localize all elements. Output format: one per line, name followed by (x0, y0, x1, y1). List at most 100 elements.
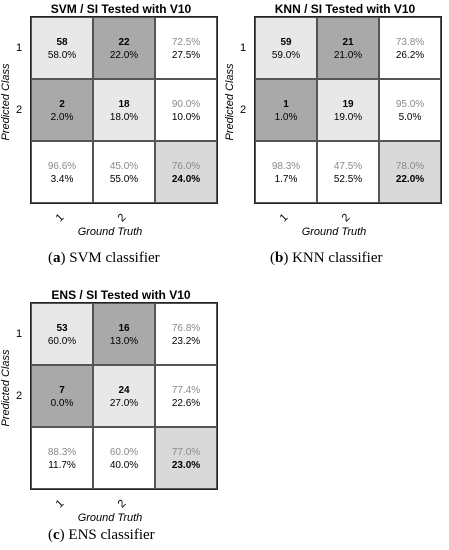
column-summary-cell-primary: 47.5% (333, 161, 363, 172)
matrix-cell: 1 1.0% (255, 79, 317, 141)
x-tick-label: 1 (277, 211, 291, 225)
column-summary-cell: 96.6% 3.4% (31, 141, 93, 203)
figure-caption: (a) SVM classifier (48, 250, 160, 266)
row-summary-cell-secondary: 22.6% (171, 398, 201, 409)
overall-accuracy-cell-primary: 77.0% (171, 447, 201, 458)
column-summary-cell-secondary: 11.7% (48, 460, 76, 471)
overall-accuracy-cell: 77.0% 23.0% (155, 427, 217, 489)
matrix-cell-primary: 58 (56, 37, 68, 48)
x-tick-label: 2 (115, 211, 129, 225)
x-axis-label: Ground Truth (301, 226, 367, 238)
matrix-cell-secondary: 1.0% (274, 112, 298, 123)
matrix-cell-primary: 21 (342, 37, 354, 48)
matrix-cell: 18 18.0% (93, 79, 155, 141)
row-summary-cell: 76.8% 23.2% (155, 303, 217, 365)
matrix-cell: 2 2.0% (31, 79, 93, 141)
chart-title: KNN / SI Tested with V10 (274, 2, 416, 16)
confusion-matrix: 58 58.0% 22 22.0% 72.5% 27.5% 2 2.0% 18 18.0% 90.0… (30, 16, 218, 204)
matrix-cell: 24 27.0% (93, 365, 155, 427)
row-summary-cell-primary: 95.0% (395, 99, 425, 110)
y-tick-label: 2 (240, 104, 247, 116)
row-summary-cell-secondary: 23.2% (171, 336, 201, 347)
column-summary-cell-primary: 45.0% (109, 161, 139, 172)
overall-accuracy-cell-secondary: 24.0% (171, 174, 201, 185)
column-summary-cell: 45.0% 55.0% (93, 141, 155, 203)
matrix-cell-primary: 19 (342, 99, 354, 110)
row-summary-cell-primary: 77.4% (171, 385, 201, 396)
column-summary-cell-primary: 88.3% (47, 447, 77, 458)
column-summary-cell: 98.3% 1.7% (255, 141, 317, 203)
matrix-cell-primary: 24 (118, 385, 130, 396)
caption-letter: b (275, 250, 284, 266)
column-summary-cell-primary: 96.6% (47, 161, 77, 172)
matrix-cell-secondary: 19.0% (333, 112, 363, 123)
column-summary-cell: 47.5% 52.5% (317, 141, 379, 203)
y-tick-label: 2 (16, 104, 23, 116)
x-tick-label: 1 (53, 497, 67, 511)
matrix-cell: 16 13.0% (93, 303, 155, 365)
y-tick-label: 1 (16, 328, 23, 340)
matrix-cell: 22 22.0% (93, 17, 155, 79)
overall-accuracy-cell-secondary: 22.0% (395, 174, 425, 185)
overall-accuracy-cell-secondary: 23.0% (171, 460, 201, 471)
matrix-cell-secondary: 21.0% (333, 50, 363, 61)
row-summary-cell-secondary: 5.0% (398, 112, 422, 123)
matrix-cell-secondary: 59.0% (271, 50, 301, 61)
matrix-cell-secondary: 22.0% (109, 50, 139, 61)
overall-accuracy-cell: 76.0% 24.0% (155, 141, 217, 203)
row-summary-cell-primary: 90.0% (171, 99, 201, 110)
confusion-matrix: 53 60.0% 16 13.0% 76.8% 23.2% 7 0.0% 24 27.0% 77.4… (30, 302, 218, 490)
y-tick-label: 2 (16, 390, 23, 402)
caption-text: ENS classifier (68, 527, 155, 543)
column-summary-cell-secondary: 52.5% (333, 174, 363, 185)
column-summary-cell-primary: 60.0% (109, 447, 139, 458)
caption-letter: a (53, 250, 61, 266)
column-summary-cell: 60.0% 40.0% (93, 427, 155, 489)
overall-accuracy-cell: 78.0% 22.0% (379, 141, 441, 203)
x-axis-label: Ground Truth (77, 226, 143, 238)
column-summary-cell-primary: 98.3% (271, 161, 301, 172)
row-summary-cell-primary: 73.8% (395, 37, 425, 48)
matrix-cell: 58 58.0% (31, 17, 93, 79)
matrix-cell: 7 0.0% (31, 365, 93, 427)
matrix-cell-primary: 18 (118, 99, 130, 110)
matrix-cell-primary: 59 (280, 37, 292, 48)
column-summary-cell-secondary: 40.0% (109, 460, 139, 471)
x-tick-label: 2 (115, 497, 129, 511)
matrix-cell-primary: 22 (118, 37, 130, 48)
row-summary-cell: 90.0% 10.0% (155, 79, 217, 141)
matrix-cell-secondary: 0.0% (50, 398, 74, 409)
y-axis-label: Predicted Class (224, 63, 236, 141)
row-summary-cell-secondary: 27.5% (171, 50, 201, 61)
y-axis-label: Predicted Class (0, 63, 12, 141)
matrix-cell-secondary: 58.0% (47, 50, 77, 61)
row-summary-cell: 72.5% 27.5% (155, 17, 217, 79)
matrix-cell-primary: 16 (118, 323, 130, 334)
row-summary-cell-primary: 76.8% (171, 323, 201, 334)
caption-letter: c (53, 527, 60, 543)
chart-title: ENS / SI Tested with V10 (51, 288, 191, 302)
column-summary-cell-secondary: 3.4% (50, 174, 74, 185)
chart-title: SVM / SI Tested with V10 (50, 2, 192, 16)
row-summary-cell: 73.8% 26.2% (379, 17, 441, 79)
matrix-cell-primary: 53 (56, 323, 68, 334)
matrix-cell-secondary: 18.0% (109, 112, 139, 123)
column-summary-cell-secondary: 1.7% (274, 174, 298, 185)
matrix-cell: 59 59.0% (255, 17, 317, 79)
matrix-cell-secondary: 13.0% (109, 336, 139, 347)
column-summary-cell-secondary: 55.0% (109, 174, 139, 185)
x-axis-label: Ground Truth (77, 512, 143, 524)
column-summary-cell: 88.3% 11.7% (31, 427, 93, 489)
matrix-cell-primary: 2 (59, 99, 65, 110)
matrix-cell-primary: 1 (283, 99, 289, 110)
overall-accuracy-cell-primary: 76.0% (171, 161, 201, 172)
row-summary-cell-secondary: 10.0% (171, 112, 201, 123)
row-summary-cell-secondary: 26.2% (395, 50, 425, 61)
x-tick-label: 2 (339, 211, 353, 225)
matrix-cell-secondary: 27.0% (109, 398, 139, 409)
overall-accuracy-cell-primary: 78.0% (395, 161, 425, 172)
matrix-cell: 53 60.0% (31, 303, 93, 365)
matrix-cell: 19 19.0% (317, 79, 379, 141)
y-tick-label: 1 (16, 42, 23, 54)
